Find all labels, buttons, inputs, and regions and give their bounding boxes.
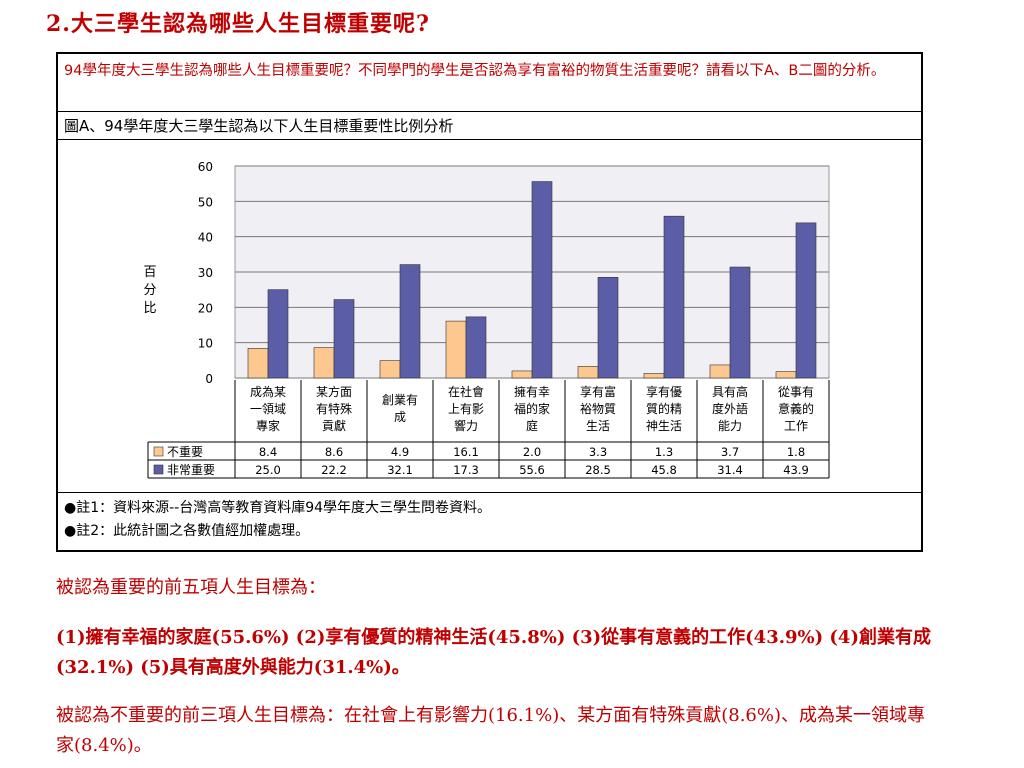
bar-not-important	[379, 360, 401, 379]
x-tick-label: 在社會	[448, 384, 484, 399]
chart-panel: 94學年度大三學生認為哪些人生目標重要呢？不同學門的學生是否認為享有富裕的物質生…	[56, 52, 923, 552]
y-tick-label: 30	[198, 266, 213, 280]
important-goals-list: (1)擁有幸福的家庭(55.6%) (2)享有優質的精神生活(45.8%) (3…	[56, 627, 931, 678]
x-tick-label: 具有高	[712, 384, 748, 399]
bar-not-important	[511, 370, 533, 379]
y-axis-label: 比	[143, 301, 156, 316]
legend-swatch	[153, 446, 164, 457]
x-tick-label: 度外語	[712, 401, 748, 416]
data-label: 55.6	[519, 463, 545, 477]
y-tick-label: 40	[198, 231, 213, 245]
intro-text: 94學年度大三學生認為哪些人生目標重要呢？不同學門的學生是否認為享有富裕的物質生…	[58, 54, 921, 112]
bar-very-important	[333, 299, 355, 379]
data-label: 8.4	[259, 445, 277, 459]
important-goals-heading: 被認為重要的前五項人生目標為：	[56, 577, 326, 598]
bar-very-important	[531, 181, 553, 379]
x-tick-label: 專家	[256, 418, 280, 433]
bar-very-important	[729, 266, 751, 379]
bar-not-important	[577, 366, 599, 379]
data-label: 1.8	[787, 445, 805, 459]
chart-caption: 圖A、94學年度大三學生認為以下人生目標重要性比例分析	[58, 112, 921, 140]
y-axis-label: 百	[143, 265, 156, 280]
x-tick-label: 創業有	[382, 393, 418, 407]
x-tick-label: 福的家	[514, 401, 550, 416]
x-tick-label: 一領域	[250, 401, 286, 416]
bar-not-important	[709, 364, 731, 379]
legend-label: 非常重要	[167, 463, 215, 477]
x-tick-label: 裕物質	[580, 401, 616, 416]
y-tick-label: 60	[198, 160, 213, 174]
y-tick-label: 50	[198, 195, 213, 209]
legend-label: 不重要	[167, 445, 203, 459]
x-tick-label: 意義的	[778, 401, 814, 416]
x-tick-label: 擁有幸	[514, 384, 550, 399]
x-tick-label: 享有富	[580, 384, 616, 399]
x-tick-label: 能力	[718, 419, 742, 433]
bar-very-important	[663, 215, 685, 379]
bar-very-important	[597, 277, 619, 379]
page-title: 2.大三學生認為哪些人生目標重要呢?	[46, 11, 430, 37]
x-tick-label: 成	[394, 410, 406, 424]
x-tick-label: 貢獻	[322, 418, 346, 433]
data-label: 43.9	[783, 463, 809, 477]
data-label: 1.3	[655, 445, 673, 459]
bar-not-important	[775, 371, 797, 379]
bar-very-important	[795, 222, 817, 379]
data-label: 45.8	[651, 463, 677, 477]
x-tick-label: 上有影	[448, 402, 484, 416]
y-tick-label: 10	[198, 337, 213, 351]
data-label: 22.2	[321, 463, 347, 477]
data-label: 3.7	[721, 445, 739, 459]
note-1: ●註1：資料來源--台灣高等教育資料庫94學年度大三學生問卷資料。	[64, 500, 492, 516]
chart-area: 0 10 20 30 40 50 60 百分比成為某一領域專家 某方面有特殊貢獻 創業有成 在社會上…	[58, 140, 921, 492]
data-label: 28.5	[585, 463, 611, 477]
bar-not-important	[445, 320, 467, 379]
x-tick-label: 質的精	[646, 401, 682, 416]
data-label: 16.1	[453, 445, 479, 459]
note-2: ●註2：此統計圖之各數值經加權處理。	[64, 523, 310, 539]
bar-not-important	[313, 347, 335, 379]
notes: ●註1：資料來源--台灣高等教育資料庫94學年度大三學生問卷資料。 ●註2：此統…	[58, 492, 921, 550]
data-label: 8.6	[325, 445, 343, 459]
data-label: 25.0	[255, 463, 281, 477]
x-tick-label: 有特殊	[316, 401, 352, 416]
x-tick-label: 成為某	[250, 385, 286, 399]
bar-not-important	[247, 348, 269, 379]
y-axis-label: 分	[143, 283, 156, 298]
x-tick-label: 生活	[586, 419, 610, 433]
bar-not-important	[643, 373, 665, 379]
bar-very-important	[267, 289, 289, 379]
x-tick-label: 工作	[784, 419, 808, 433]
data-label: 2.0	[523, 445, 541, 459]
y-tick-label: 20	[198, 301, 213, 315]
data-label: 4.9	[391, 445, 409, 459]
bar-very-important	[465, 316, 487, 379]
data-label: 32.1	[387, 463, 413, 477]
x-tick-label: 從事有	[778, 385, 814, 399]
x-tick-label: 某方面	[316, 384, 352, 399]
x-tick-label: 神生活	[646, 419, 682, 433]
bar-very-important	[399, 264, 421, 379]
x-tick-label: 享有優	[646, 384, 682, 399]
x-tick-label: 響力	[454, 418, 478, 433]
unimportant-goals-text: 被認為不重要的前三項人生目標為：在社會上有影響力(16.1%)、某方面有特殊貢獻…	[56, 705, 925, 756]
x-tick-label: 庭	[526, 418, 538, 433]
data-label: 17.3	[453, 463, 479, 477]
y-tick-label: 0	[205, 372, 213, 386]
data-label: 31.4	[717, 463, 743, 477]
data-label: 3.3	[589, 445, 607, 459]
legend-swatch	[153, 464, 164, 475]
